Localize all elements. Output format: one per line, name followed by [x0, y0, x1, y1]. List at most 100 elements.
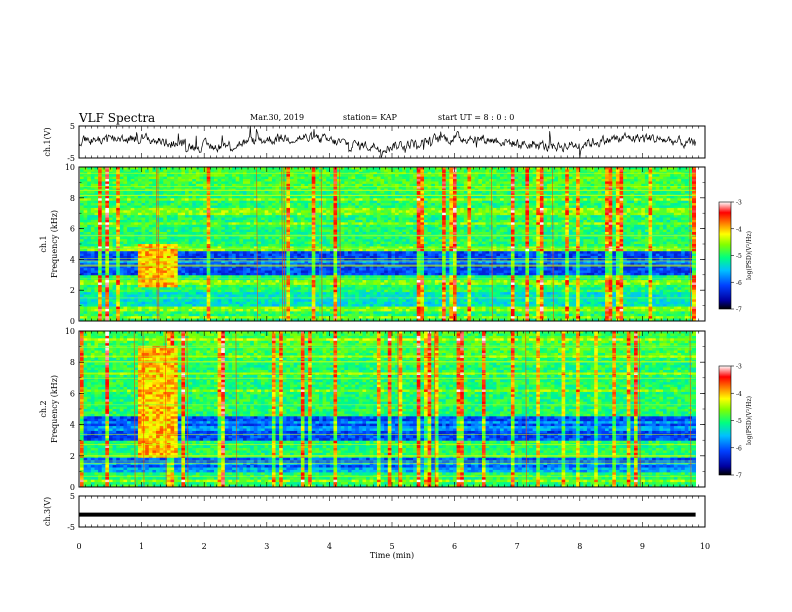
spectrogram-cell: [282, 167, 287, 170]
spectrogram-cell: [148, 311, 153, 315]
spectrogram-cell: [166, 316, 171, 319]
spectrogram-cell: [130, 258, 135, 262]
spectrogram-cell: [105, 265, 110, 269]
spectrogram-cell: [156, 275, 161, 279]
spectrogram-cell: [195, 270, 200, 274]
spectrogram-cell: [123, 251, 128, 255]
spectrogram-cell: [203, 246, 208, 250]
spectrogram-cell: [344, 186, 349, 190]
spectrogram-cell: [300, 306, 305, 310]
spectrogram-cell: [177, 236, 182, 240]
spectrogram-cell: [163, 304, 168, 307]
spectrogram-cell: [224, 236, 229, 240]
spectrogram-cell: [246, 282, 251, 286]
spectrogram-cell: [188, 186, 193, 190]
spectrogram-cell: [90, 308, 95, 312]
spectrogram-cell: [185, 179, 190, 182]
spectrogram-cell: [112, 289, 117, 293]
spectrogram-cell: [203, 256, 208, 259]
spectrogram-cell: [116, 224, 121, 228]
spectrogram-cell: [340, 296, 345, 300]
spectrogram-cell: [206, 212, 211, 216]
spectrogram-cell: [130, 246, 135, 250]
spectrogram-cell: [83, 169, 88, 173]
spectrogram-cell: [264, 181, 269, 185]
spectrogram-cell: [358, 183, 363, 187]
spectrogram-cell: [83, 292, 88, 295]
spectrogram-cell: [188, 294, 193, 298]
spectrogram-cell: [163, 275, 168, 279]
spectrogram-cell: [355, 174, 360, 178]
spectrogram-cell: [195, 294, 200, 298]
spectrogram-cell: [101, 179, 106, 182]
spectrogram-cell: [123, 227, 128, 230]
spectrogram-cell: [148, 205, 153, 209]
spectrogram-cell: [344, 280, 349, 283]
spectrogram-cell: [340, 215, 345, 218]
spectrogram-cell: [156, 304, 161, 307]
spectrogram-cell: [166, 301, 171, 305]
spectrogram-cell: [326, 304, 331, 307]
spectrogram-cell: [224, 241, 229, 245]
spectrogram-cell: [134, 316, 139, 319]
spectrogram-cell: [192, 299, 197, 303]
spectrogram-cell: [210, 287, 215, 291]
spectrogram-cell: [90, 251, 95, 255]
spectrogram-cell: [253, 265, 258, 269]
spectrogram-cell: [232, 244, 237, 247]
spectrogram-cell: [87, 169, 92, 173]
spectrogram-cell: [181, 292, 186, 295]
spectrogram-cell: [170, 212, 175, 216]
spectrogram-cell: [217, 236, 222, 240]
spectrogram-cell: [242, 318, 247, 322]
spectrogram-cell: [203, 181, 208, 185]
spectrogram-cell: [152, 313, 157, 317]
spectrogram-cell: [192, 203, 197, 206]
spectrogram-cell: [98, 251, 103, 255]
spectrogram-cell: [355, 265, 360, 269]
spectrogram-cell: [250, 280, 255, 283]
spectrogram-cell: [329, 316, 334, 319]
spectrogram-cell: [322, 296, 327, 300]
spectrogram-cell: [264, 289, 269, 293]
spectrogram-cell: [210, 224, 215, 228]
spectrogram-cell: [257, 306, 262, 310]
spectrogram-cell: [268, 227, 273, 230]
spectrogram-cell: [297, 167, 302, 170]
spectrogram-cell: [199, 275, 204, 279]
spectrogram-cell: [108, 260, 113, 264]
spectrogram-cell: [170, 191, 175, 194]
spectrogram-cell: [83, 248, 88, 252]
spectrogram-cell: [221, 169, 226, 173]
spectrogram-cell: [217, 318, 222, 322]
spectrogram-cell: [210, 222, 215, 226]
spectrogram-cell: [340, 311, 345, 315]
spectrogram-cell: [185, 219, 190, 223]
spectrogram-cell: [246, 256, 251, 259]
spectrogram-cell: [199, 186, 204, 190]
spectrogram-cell: [206, 270, 211, 274]
spectrogram-cell: [268, 299, 273, 303]
spectrogram-cell: [224, 275, 229, 279]
spectrogram-cell: [87, 248, 92, 252]
spectrogram-cell: [293, 198, 298, 202]
spectrogram-cell: [246, 183, 251, 187]
spectrogram-cell: [228, 222, 233, 226]
spectrogram-cell: [181, 222, 186, 226]
spectrogram-cell: [123, 280, 128, 283]
spectrogram-cell: [159, 212, 164, 216]
spectrogram-cell: [290, 311, 295, 315]
spectrogram-cell: [134, 210, 139, 214]
spectrogram-cell: [87, 292, 92, 295]
spectrogram-cell: [203, 236, 208, 240]
spectrogram-cell: [347, 236, 352, 240]
spectrogram-cell: [242, 174, 247, 178]
spectrogram-cell: [119, 169, 124, 173]
spectrogram-cell: [203, 219, 208, 223]
spectrogram-cell: [326, 258, 331, 262]
spectrogram-cell: [185, 205, 190, 209]
spectrogram-cell: [185, 289, 190, 293]
spectrogram-cell: [195, 186, 200, 190]
spectrogram-cell: [232, 253, 237, 257]
spectrogram-cell: [228, 272, 233, 276]
